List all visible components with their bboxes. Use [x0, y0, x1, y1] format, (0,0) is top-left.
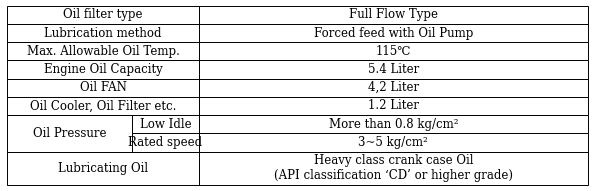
Bar	[199, 79, 588, 97]
Text: 3~5 kg/cm²: 3~5 kg/cm²	[358, 136, 428, 149]
Bar	[7, 42, 199, 60]
Bar	[199, 6, 588, 24]
Bar	[199, 151, 588, 185]
Text: 5.4 Liter: 5.4 Liter	[368, 63, 419, 76]
Text: 115℃: 115℃	[375, 45, 411, 58]
Text: Lubrication method: Lubrication method	[44, 27, 162, 40]
Bar	[199, 97, 588, 115]
Text: Oil Pressure: Oil Pressure	[33, 127, 107, 140]
Bar	[7, 24, 199, 42]
Bar	[132, 115, 199, 133]
Text: Forced feed with Oil Pump: Forced feed with Oil Pump	[314, 27, 473, 40]
Bar	[7, 60, 199, 79]
Text: Lubricating Oil: Lubricating Oil	[58, 162, 148, 175]
Text: Oil Cooler, Oil Filter etc.: Oil Cooler, Oil Filter etc.	[30, 100, 176, 112]
Text: Rated speed: Rated speed	[129, 136, 202, 149]
Bar	[7, 97, 199, 115]
Text: Full Flow Type: Full Flow Type	[349, 8, 438, 21]
Text: Oil FAN: Oil FAN	[80, 81, 126, 94]
Text: Max. Allowable Oil Temp.: Max. Allowable Oil Temp.	[27, 45, 180, 58]
Bar	[199, 24, 588, 42]
Bar	[7, 115, 132, 151]
Bar	[7, 6, 199, 24]
Text: 1.2 Liter: 1.2 Liter	[368, 100, 419, 112]
Bar	[7, 151, 199, 185]
Text: Oil filter type: Oil filter type	[63, 8, 143, 21]
Bar	[7, 79, 199, 97]
Text: Low Idle: Low Idle	[140, 118, 191, 131]
Text: More than 0.8 kg/cm²: More than 0.8 kg/cm²	[328, 118, 458, 131]
Bar	[199, 60, 588, 79]
Bar	[199, 133, 588, 151]
Text: Engine Oil Capacity: Engine Oil Capacity	[43, 63, 162, 76]
Bar	[199, 115, 588, 133]
Text: 4,2 Liter: 4,2 Liter	[368, 81, 419, 94]
Bar	[199, 42, 588, 60]
Bar	[132, 133, 199, 151]
Text: Heavy class crank case Oil
(API classification ‘CD’ or higher grade): Heavy class crank case Oil (API classifi…	[274, 154, 513, 182]
